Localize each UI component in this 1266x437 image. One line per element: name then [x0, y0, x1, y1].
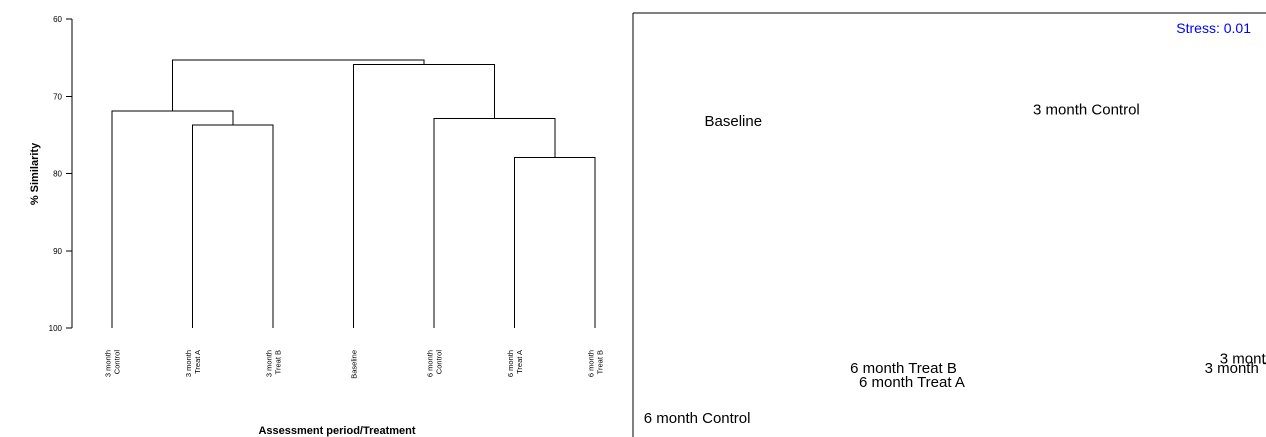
dendrogram-y-axis-title: % Similarity: [29, 142, 41, 205]
leaf-label-base: Baseline: [350, 350, 359, 379]
leaf-label-a6-2: Treat A: [515, 350, 524, 374]
mds-point-3-month-treat-b: 3 month Treat B: [1205, 360, 1266, 377]
leaf-label-b3-1: 3 month: [265, 350, 274, 377]
leaf-label-a3-2: Treat A: [193, 350, 202, 374]
y-tick-label-80: 80: [53, 170, 62, 179]
dendrogram-link-m4: [433, 118, 556, 328]
leaf-label-c6-2: Control: [435, 350, 444, 375]
dendrogram-link-m6: [171, 59, 425, 111]
leaf-label-c3-1: 3 month: [104, 350, 113, 377]
dendrogram-links: [111, 59, 596, 328]
leaf-label-a6-1: 6 month: [506, 350, 515, 377]
leaf-label-c6-1: 6 month: [426, 350, 435, 377]
mds-point-6-month-treat-b: 6 month Treat B: [850, 360, 957, 377]
mds-panel: Stress: 0.01 Baseline 3 month Control 3 mo…: [632, 12, 1266, 437]
mds-point-6-month-control: 6 month Control: [644, 410, 751, 427]
dendrogram-link-m1: [192, 124, 274, 328]
y-tick-label-90: 90: [53, 247, 62, 256]
mds-point-labels: Baseline 3 month Control 3 month Treat A3 …: [644, 102, 1266, 427]
leaf-label-c3-2: Control: [113, 350, 122, 375]
dendrogram-link-m5: [353, 64, 495, 328]
mds-point-3-month-treat-a: 3 month Treat A: [1220, 351, 1266, 368]
mds-point-6-month-treat-a: 6 month Treat A: [859, 374, 965, 391]
dendrogram-link-m2: [111, 110, 234, 328]
mds-point-3-month-control: 3 month Control: [1033, 102, 1140, 119]
dendrogram-link-m3: [514, 156, 596, 328]
y-tick-label-60: 60: [53, 15, 62, 24]
leaf-label-b6-2: Treat B: [596, 350, 605, 374]
dendrogram-x-axis-title: Assessment period/Treatment: [258, 425, 415, 437]
y-tick-label-70: 70: [53, 92, 62, 101]
leaf-label-a3-1: 3 month: [184, 350, 193, 377]
mds-stress-label: Stress: 0.01: [1176, 20, 1251, 36]
leaf-label-b6-1: 6 month: [587, 350, 596, 377]
dendrogram-y-ticks: 60 70 80 90 100: [49, 15, 72, 333]
y-tick-label-100: 100: [49, 324, 63, 333]
leaf-label-b3-2: Treat B: [274, 350, 283, 374]
mds-point-baseline: Baseline: [705, 113, 763, 130]
